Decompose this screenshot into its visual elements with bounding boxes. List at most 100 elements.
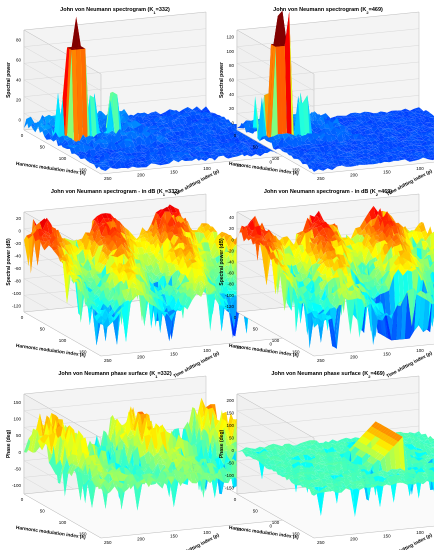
surface-patch [373,117,381,122]
surface-patch [305,141,312,145]
surface-patch [334,142,342,147]
surface-patch [135,162,142,168]
panel-title: John von Neumann spectrogram (K1=332) [60,7,170,15]
surface-patch [407,112,415,116]
surface-patch [221,152,229,156]
surface-patch [357,117,365,120]
surface-patch [144,163,152,168]
surface-patch [196,121,204,126]
surface-patch [178,126,186,131]
surface-patch [194,128,202,135]
surface-patch [312,118,319,125]
surface-patch [343,125,351,130]
surface-patch [192,146,199,150]
surface-patch [217,130,224,135]
surface-patch [187,107,195,111]
surface-patch [157,152,165,157]
surface-patch [126,131,133,140]
surface-patch [378,113,385,117]
surface-patch [384,136,392,138]
surface-patch [393,123,401,127]
surface-patch [341,150,349,154]
surface-patch [312,111,319,123]
surface-patch [183,113,190,118]
surface-patch [205,154,213,159]
surface-patch [107,157,115,160]
surface-patch [387,130,394,136]
surface-patch [239,151,247,157]
surface-patch [396,129,403,133]
surface-patch [215,125,222,132]
surface-patch [391,118,399,122]
surface-patch [226,139,234,141]
surface-patch [171,112,179,119]
surface-patch [53,137,61,146]
surface-patch [409,149,417,154]
surface-patch [80,137,88,145]
surface-patch [235,142,243,146]
surface-patch [421,125,428,131]
surface-patch [135,147,143,153]
surface-patch [405,115,413,118]
surface-patch [396,110,403,116]
surface-patch [353,119,360,122]
surface-patch [346,130,353,137]
surface-patch [226,148,233,153]
gridline [236,78,420,97]
surface-patch [85,48,93,140]
surface-patch [94,164,101,169]
surface-patch [350,150,358,153]
surface-patch [357,130,365,134]
surface-patch [368,127,376,129]
z-tick-label: 0 [18,228,21,233]
surface-patch [167,136,174,140]
surface-patch [391,146,399,149]
surface-patch [58,135,65,146]
surface-patch [137,130,145,136]
surface-patch [425,140,433,146]
surface-patch [194,156,202,161]
surface-patch [114,143,122,150]
surface-patch [346,117,353,121]
surface-patch [416,129,424,134]
surface-patch [178,147,186,152]
surface-patch [409,135,417,138]
surface-patch [215,122,222,127]
surface-patch [203,128,211,132]
surface-patch [430,134,434,137]
surface-patch [309,124,317,130]
surface-patch [210,144,218,147]
surface-patch [400,153,408,159]
surface-patch [155,140,163,146]
k-tick-label: 100 [59,156,67,161]
surface-patch [377,135,385,140]
surface-patch [173,145,181,149]
surface-patch [350,145,358,147]
surface-patch [221,123,229,127]
surface-patch [96,120,104,128]
surface-patch [94,138,102,144]
surface-patch [76,16,83,48]
surface-patch [169,121,177,126]
surface-patch [139,157,147,162]
surface-patch [366,156,374,159]
surface-patch [89,151,97,158]
surface-patch [373,144,381,149]
surface-patch [421,122,428,125]
surface-patch [92,138,99,143]
surface-patch [314,118,322,125]
surface-patch [126,122,134,129]
surface-patch [174,115,181,119]
surface-patch [217,148,224,150]
surface-patch [158,126,165,131]
surface-patch [199,135,206,139]
surface-patch [87,156,95,161]
surface-patch [171,155,179,158]
surface-patch [411,151,419,154]
surface-patch [389,113,397,117]
k-tick-label: 100 [272,156,280,161]
surface-patch [112,91,120,136]
surface-patch [169,135,177,137]
surface-patch [228,134,236,139]
surface-patch [343,131,351,135]
